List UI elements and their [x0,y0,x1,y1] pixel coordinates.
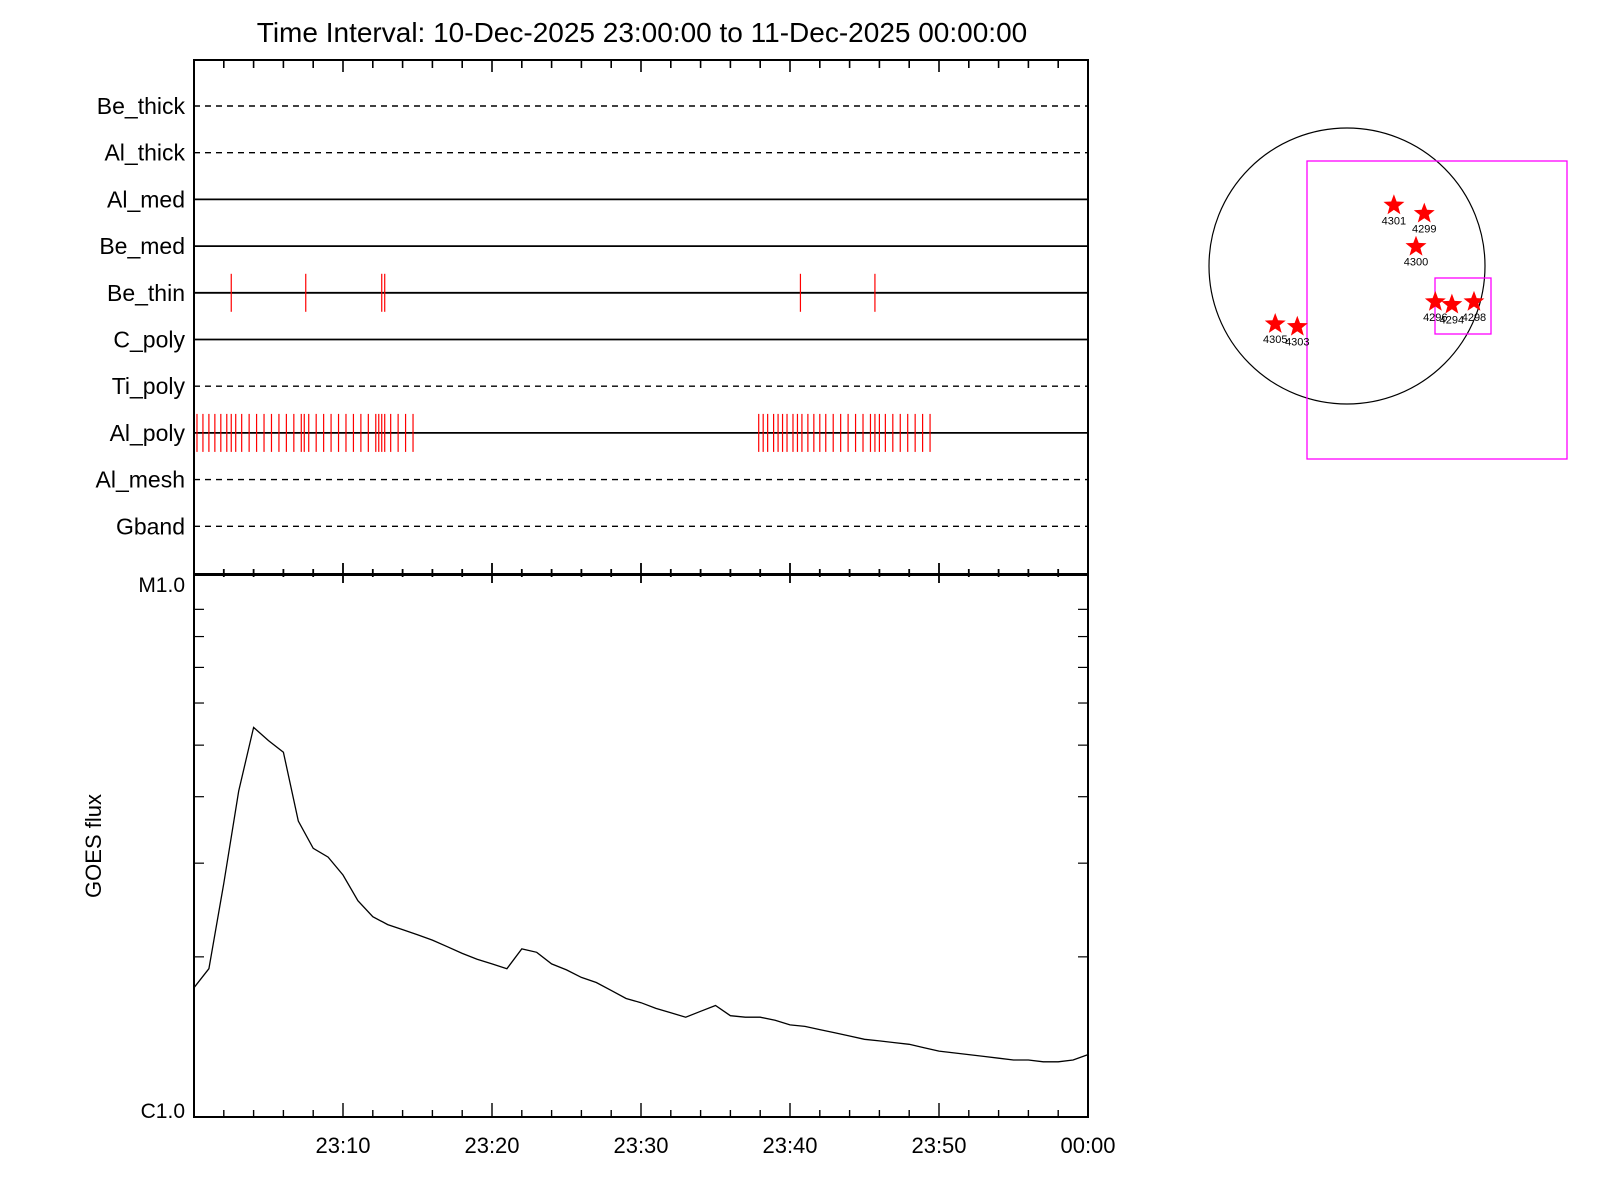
x-tick-label-2340: 23:40 [762,1133,817,1158]
channel-label-al-mesh: Al_mesh [96,467,185,493]
solar-disk [1208,127,1486,405]
active-region-label-4298: 4298 [1462,312,1486,324]
channel-panel: Be_thick Al_thick Al_med Be_med Be_thin C_pol… [96,59,1089,583]
channel-label-be-med: Be_med [99,233,185,259]
channel-label-ti-poly: Ti_poly [112,373,186,399]
active-region-marker-4305 [1264,313,1286,333]
field-of-view-box [1306,160,1568,460]
active-region-marker-4303 [1286,315,1308,336]
channel-label-be-thin: Be_thin [107,280,185,306]
y-tick-label-top: M1.0 [138,574,185,597]
x-tick-label-2310: 23:10 [315,1133,370,1158]
channel-label-al-poly: Al_poly [110,420,186,446]
x-tick-label-2320: 23:20 [464,1133,519,1158]
active-region-marker-4299 [1413,202,1435,223]
active-region-label-4296: 4296 [1423,312,1447,324]
channel-panel-top-ticks [193,60,1089,72]
active-region-label-4299: 4299 [1412,224,1436,236]
channel-label-al-med: Al_med [107,186,185,212]
active-region-marker-4294 [1441,293,1463,314]
flux-panel-ticks [193,608,1089,1117]
y-axis-label: GOES flux [81,794,106,898]
x-tick-labels: 23:10 23:20 23:30 23:40 23:50 00:00 [315,1133,1115,1158]
y-tick-label-bottom: C1.0 [141,1100,185,1123]
x-tick-label-2330: 23:30 [613,1133,668,1158]
active-region-label-4301: 4301 [1382,215,1406,227]
channel-label-c-poly: C_poly [113,327,185,353]
chart-title: Time Interval: 10-Dec-2025 23:00:00 to 1… [257,17,1027,48]
active-region-label-4294: 4294 [1440,315,1464,327]
active-region-marker-4296 [1424,290,1446,311]
channel-label-be-thick: Be_thick [97,93,186,119]
active-region-label-4305: 4305 [1263,334,1287,346]
goes-flux-line [193,726,1089,1063]
channel-label-gband: Gband [116,513,185,539]
x-tick-label-2350: 23:50 [911,1133,966,1158]
active-region-label-4303: 4303 [1285,337,1309,349]
active-region-marker-4300 [1405,235,1427,256]
channel-label-al-thick: Al_thick [104,140,185,166]
channel-rows: Be_thick Al_thick Al_med Be_med Be_thin C_pol… [96,93,1088,539]
active-region-label-4300: 4300 [1404,257,1428,269]
flux-panel: M1.0 C1.0 GOES flux 23:10 23:20 23:30 23:40… [81,574,1116,1158]
x-tick-label-0000: 00:00 [1060,1133,1115,1158]
active-region-marker-4298 [1463,290,1485,311]
active-region-marker-4301 [1383,194,1405,215]
